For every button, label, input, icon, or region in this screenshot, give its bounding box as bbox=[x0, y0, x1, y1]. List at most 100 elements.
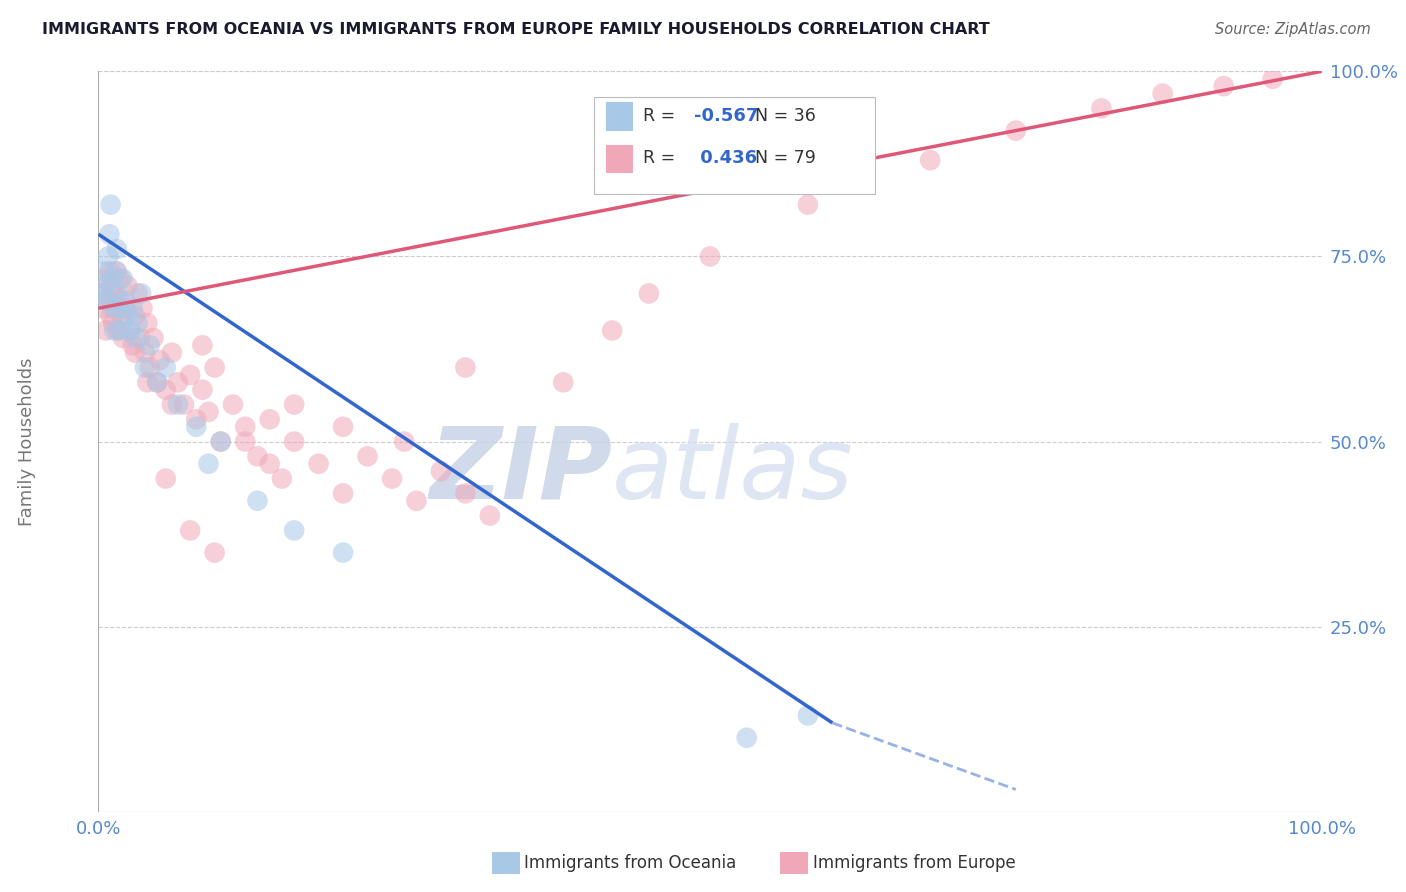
Point bbox=[97, 293, 120, 308]
Point bbox=[1152, 87, 1174, 101]
Point bbox=[105, 242, 128, 256]
Point bbox=[105, 264, 128, 278]
Point bbox=[553, 376, 575, 390]
Point bbox=[454, 360, 477, 375]
Point bbox=[155, 383, 177, 397]
Point bbox=[117, 279, 139, 293]
Point bbox=[332, 486, 354, 500]
Point bbox=[332, 546, 354, 560]
Point bbox=[98, 264, 121, 278]
Text: 0.436: 0.436 bbox=[695, 149, 758, 167]
Point bbox=[93, 271, 115, 285]
Point bbox=[91, 301, 114, 316]
Point bbox=[90, 286, 112, 301]
Point bbox=[134, 345, 156, 359]
Point bbox=[259, 412, 281, 426]
Point bbox=[139, 338, 162, 352]
Point bbox=[167, 397, 190, 411]
Point bbox=[222, 397, 245, 411]
Text: Immigrants from Oceania: Immigrants from Oceania bbox=[524, 855, 737, 872]
Point bbox=[191, 338, 214, 352]
Point bbox=[129, 286, 152, 301]
FancyBboxPatch shape bbox=[606, 145, 633, 173]
Point bbox=[101, 279, 124, 293]
Point bbox=[381, 471, 404, 485]
Text: R =: R = bbox=[643, 107, 681, 125]
Point bbox=[283, 434, 305, 449]
Point bbox=[392, 434, 416, 449]
Point bbox=[114, 293, 136, 308]
Point bbox=[98, 227, 121, 242]
Point bbox=[283, 397, 305, 411]
Point bbox=[121, 338, 143, 352]
Point bbox=[139, 360, 162, 375]
Point bbox=[209, 434, 232, 449]
Point bbox=[1090, 102, 1112, 116]
Point bbox=[209, 434, 232, 449]
Point bbox=[160, 345, 183, 359]
Point bbox=[100, 197, 122, 211]
Point bbox=[142, 331, 165, 345]
Point bbox=[233, 419, 256, 434]
Point bbox=[93, 264, 115, 278]
Text: IMMIGRANTS FROM OCEANIA VS IMMIGRANTS FROM EUROPE FAMILY HOUSEHOLDS CORRELATION : IMMIGRANTS FROM OCEANIA VS IMMIGRANTS FR… bbox=[42, 22, 990, 37]
Point bbox=[186, 419, 208, 434]
Point bbox=[173, 397, 195, 411]
Text: N = 79: N = 79 bbox=[755, 149, 815, 167]
Point bbox=[104, 264, 127, 278]
FancyBboxPatch shape bbox=[593, 97, 875, 194]
Point bbox=[356, 450, 378, 464]
Point bbox=[204, 546, 226, 560]
Point bbox=[103, 286, 125, 301]
Point bbox=[117, 309, 139, 323]
Point bbox=[129, 331, 152, 345]
Point bbox=[146, 376, 169, 390]
Point bbox=[107, 324, 129, 338]
Point bbox=[136, 376, 159, 390]
Point bbox=[246, 450, 269, 464]
Point bbox=[108, 293, 131, 308]
Point bbox=[1212, 79, 1234, 94]
Point bbox=[100, 309, 122, 323]
Text: ZIP: ZIP bbox=[429, 423, 612, 520]
Point bbox=[186, 412, 208, 426]
Point bbox=[197, 457, 219, 471]
Point bbox=[259, 457, 281, 471]
Text: R =: R = bbox=[643, 149, 681, 167]
Point bbox=[637, 286, 661, 301]
Point bbox=[111, 331, 134, 345]
Point bbox=[155, 360, 177, 375]
Point bbox=[405, 493, 427, 508]
Point bbox=[179, 524, 201, 538]
Point bbox=[103, 324, 125, 338]
Point bbox=[797, 708, 820, 723]
FancyBboxPatch shape bbox=[606, 103, 633, 130]
Point bbox=[111, 309, 134, 323]
Point bbox=[735, 731, 758, 745]
Point bbox=[120, 324, 142, 338]
Point bbox=[108, 301, 131, 316]
Point bbox=[136, 316, 159, 330]
Point bbox=[101, 301, 124, 316]
Point bbox=[308, 457, 330, 471]
Point bbox=[332, 419, 354, 434]
Point bbox=[246, 493, 269, 508]
Point bbox=[97, 250, 120, 264]
Point bbox=[204, 360, 226, 375]
Point bbox=[160, 397, 183, 411]
Text: N = 36: N = 36 bbox=[755, 107, 815, 125]
Text: Source: ZipAtlas.com: Source: ZipAtlas.com bbox=[1215, 22, 1371, 37]
Point bbox=[107, 286, 129, 301]
Text: -0.567: -0.567 bbox=[695, 107, 758, 125]
Point bbox=[110, 271, 132, 285]
Point bbox=[600, 324, 623, 338]
Point bbox=[121, 301, 143, 316]
Point bbox=[233, 434, 256, 449]
Point bbox=[283, 524, 305, 538]
Point bbox=[104, 301, 127, 316]
Point bbox=[270, 471, 294, 485]
Y-axis label: Family Households: Family Households bbox=[18, 358, 37, 525]
Point bbox=[114, 301, 136, 316]
Point bbox=[478, 508, 501, 523]
Point bbox=[96, 293, 118, 308]
